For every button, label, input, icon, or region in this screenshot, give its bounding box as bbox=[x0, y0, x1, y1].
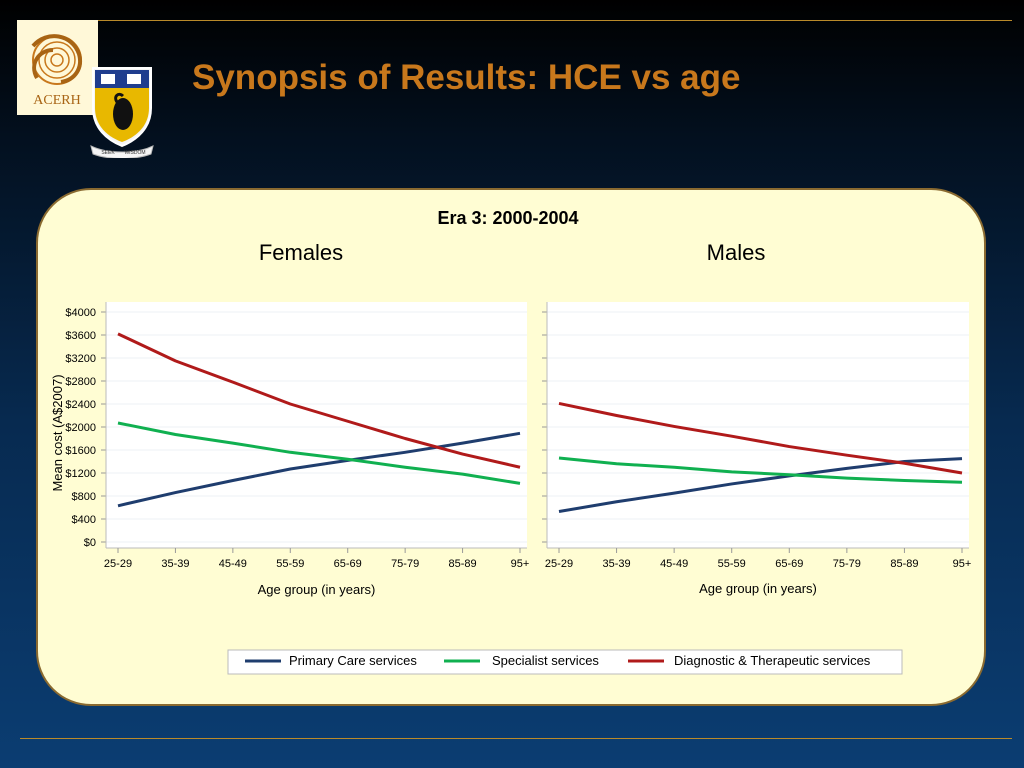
x-tick-label: 95+ bbox=[511, 558, 530, 570]
y-tick-label: $2800 bbox=[65, 376, 96, 388]
bottom-rule bbox=[20, 738, 1012, 739]
x-tick-label: 35-39 bbox=[603, 558, 631, 570]
series-line-specialist-males bbox=[558, 456, 963, 484]
x-tick-label: 55-59 bbox=[718, 558, 746, 570]
legend-box bbox=[227, 649, 903, 675]
panel-title-females: Females bbox=[259, 240, 343, 265]
x-tick-label: 95+ bbox=[953, 558, 972, 570]
x-tick-label: 25-29 bbox=[104, 558, 132, 570]
x-axis-label-females: Age group (in years) bbox=[258, 582, 376, 597]
series-line-specialist-females bbox=[117, 421, 521, 485]
x-tick-label: 65-69 bbox=[775, 558, 803, 570]
x-tick-label: 25-29 bbox=[545, 558, 573, 570]
top-rule bbox=[20, 20, 1012, 21]
y-tick-label: $3200 bbox=[65, 353, 96, 365]
series-line-primary-care-females bbox=[117, 431, 521, 508]
x-tick-label: 85-89 bbox=[890, 558, 918, 570]
y-tick-label: $4000 bbox=[65, 307, 96, 319]
crest-motto-right: WISDOM bbox=[124, 150, 145, 156]
y-tick-label: $0 bbox=[84, 537, 96, 549]
plot-area-males bbox=[547, 302, 969, 548]
x-tick-label: 55-59 bbox=[276, 558, 304, 570]
legend-label-specialist: Specialist services bbox=[492, 653, 599, 668]
acerh-logo-text: ACERH bbox=[33, 93, 80, 108]
x-tick-label: 45-49 bbox=[219, 558, 247, 570]
x-tick-label: 65-69 bbox=[334, 558, 362, 570]
y-axis-label: Mean cost (A$2007) bbox=[50, 374, 65, 491]
y-tick-label: $800 bbox=[72, 491, 96, 503]
chart-title: Era 3: 2000-2004 bbox=[437, 208, 578, 228]
y-tick-label: $2400 bbox=[65, 399, 96, 411]
crest-motto-left: SEEK bbox=[101, 150, 115, 156]
series-line-diagnostic-males bbox=[558, 401, 963, 475]
university-crest-logo: SEEK WISDOM bbox=[87, 62, 157, 159]
x-tick-label: 35-39 bbox=[161, 558, 189, 570]
y-tick-label: $1200 bbox=[65, 468, 96, 480]
series-line-diagnostic-females bbox=[117, 332, 521, 469]
x-tick-label: 85-89 bbox=[449, 558, 477, 570]
acerh-logo: ACERH bbox=[17, 20, 98, 115]
x-tick-label: 75-79 bbox=[391, 558, 419, 570]
y-tick-label: $3600 bbox=[65, 330, 96, 342]
plot-area-females bbox=[106, 302, 527, 548]
legend-label-diagnostic: Diagnostic & Therapeutic services bbox=[674, 653, 871, 668]
slide-title: Synopsis of Results: HCE vs age bbox=[192, 58, 741, 97]
acerh-logo-graphic: ACERH bbox=[31, 34, 82, 108]
panel-title-males: Males bbox=[707, 240, 766, 265]
y-tick-label: $1600 bbox=[65, 445, 96, 457]
y-tick-label: $400 bbox=[72, 514, 96, 526]
x-tick-label: 75-79 bbox=[833, 558, 861, 570]
x-tick-label: 45-49 bbox=[660, 558, 688, 570]
legend-label-primary-care: Primary Care services bbox=[289, 653, 417, 668]
y-tick-label: $2000 bbox=[65, 422, 96, 434]
crest-icon: SEEK WISDOM bbox=[90, 67, 154, 159]
x-axis-label-males: Age group (in years) bbox=[699, 581, 817, 596]
